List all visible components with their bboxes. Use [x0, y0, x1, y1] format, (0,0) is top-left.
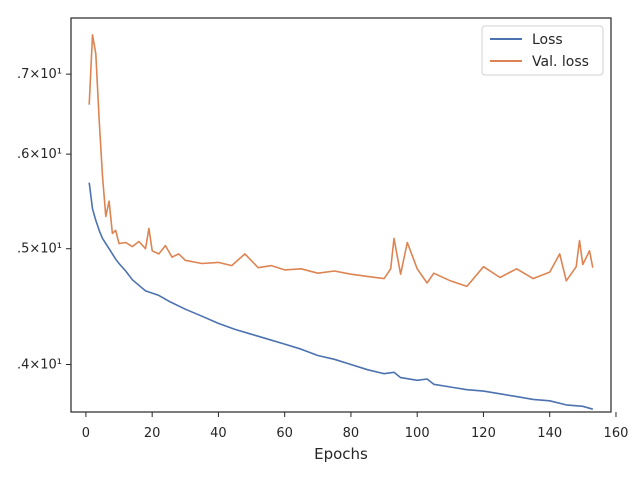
x-axis-title: Epochs: [314, 445, 368, 463]
loss-line: [88, 182, 594, 410]
x-tick-label: 160: [604, 426, 629, 441]
x-tick-label: 140: [537, 426, 562, 441]
x-tick-label: 60: [276, 426, 293, 441]
legend-label-loss: Loss: [532, 32, 563, 48]
x-tick-label: 0: [82, 426, 90, 441]
x-tick-label: 120: [471, 426, 496, 441]
x-tick-label: 40: [210, 426, 227, 441]
y-tick-label: .7×10¹: [17, 67, 62, 82]
y-tick-label: .5×10¹: [17, 242, 62, 257]
y-tick-label: .6×10¹: [17, 147, 62, 162]
x-tick-label: 20: [144, 426, 161, 441]
legend: Loss Val. loss: [481, 25, 604, 76]
y-axis-ticks: .4×10¹ .5×10¹ .6×10¹ .7×10¹: [17, 67, 71, 372]
plot-lines: [88, 34, 594, 410]
x-tick-label: 80: [343, 426, 360, 441]
plot-frame: [70, 17, 612, 413]
x-tick-label: 100: [405, 426, 430, 441]
x-axis-ticks: 0 20 40 60 80 100 120 140 160: [82, 412, 629, 441]
legend-label-val-loss: Val. loss: [532, 54, 589, 70]
val-loss-line: [88, 34, 594, 288]
y-tick-label: .4×10¹: [17, 357, 62, 372]
